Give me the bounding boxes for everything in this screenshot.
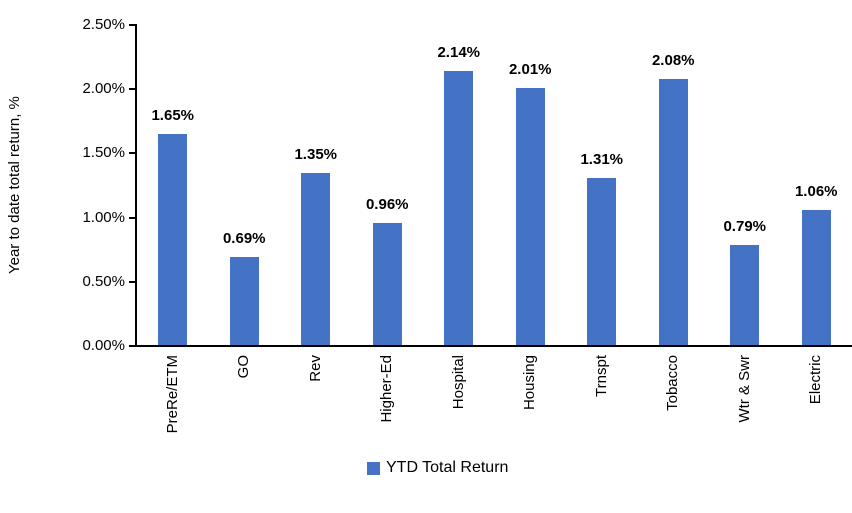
bar-value-label: 0.69% xyxy=(222,230,266,248)
bar-value-label: 1.65% xyxy=(151,107,195,125)
bar xyxy=(158,134,188,345)
y-tick-mark xyxy=(129,24,135,26)
x-category-label: Higher-Ed xyxy=(378,355,396,423)
y-tick-label: 2.00% xyxy=(82,80,125,98)
y-tick-label: 0.50% xyxy=(82,272,125,290)
x-axis-line xyxy=(135,345,852,347)
y-tick-mark xyxy=(129,88,135,91)
x-category-label: GO xyxy=(235,355,253,379)
y-tick-mark xyxy=(129,216,135,219)
y-tick-label: 0.00% xyxy=(82,337,125,354)
bar xyxy=(658,78,688,345)
bar xyxy=(372,222,402,345)
y-tick-mark xyxy=(129,280,135,283)
bar-value-label: 2.14% xyxy=(437,44,481,62)
y-tick-mark xyxy=(129,345,135,347)
legend-swatch-icon xyxy=(367,461,380,475)
bar-value-label: 2.08% xyxy=(651,51,695,69)
y-tick-label: 1.00% xyxy=(82,208,125,226)
y-axis-line xyxy=(135,24,137,347)
bar-value-label: 0.96% xyxy=(365,195,409,213)
legend: YTD Total Return xyxy=(367,459,508,477)
bar xyxy=(301,172,331,345)
y-tick-mark xyxy=(129,152,135,155)
x-category-label: Hospital xyxy=(449,355,467,410)
x-category-label: PreRe/ETM xyxy=(163,355,181,434)
legend-label: YTD Total Return xyxy=(386,459,509,476)
x-category-label: Trnspt xyxy=(592,355,610,397)
bar-value-label: 1.31% xyxy=(580,150,624,168)
bar xyxy=(730,244,760,345)
x-category-label: Tobacco xyxy=(664,355,682,411)
x-category-label: Wtr & Swr xyxy=(735,355,753,423)
bar-value-label: 2.01% xyxy=(508,60,552,78)
bar xyxy=(444,71,474,345)
y-tick-label: 1.50% xyxy=(82,144,125,162)
bar xyxy=(515,87,545,345)
bar xyxy=(587,177,617,345)
bar xyxy=(229,257,259,345)
bar-value-label: 0.79% xyxy=(723,217,767,235)
bar xyxy=(801,209,831,345)
x-category-label: Rev xyxy=(306,355,324,382)
x-category-label: Electric xyxy=(807,355,825,405)
y-tick-label: 2.50% xyxy=(82,16,125,33)
x-category-label: Housing xyxy=(521,355,539,411)
bar-value-label: 1.06% xyxy=(794,182,838,200)
bar-value-label: 1.35% xyxy=(294,145,338,163)
